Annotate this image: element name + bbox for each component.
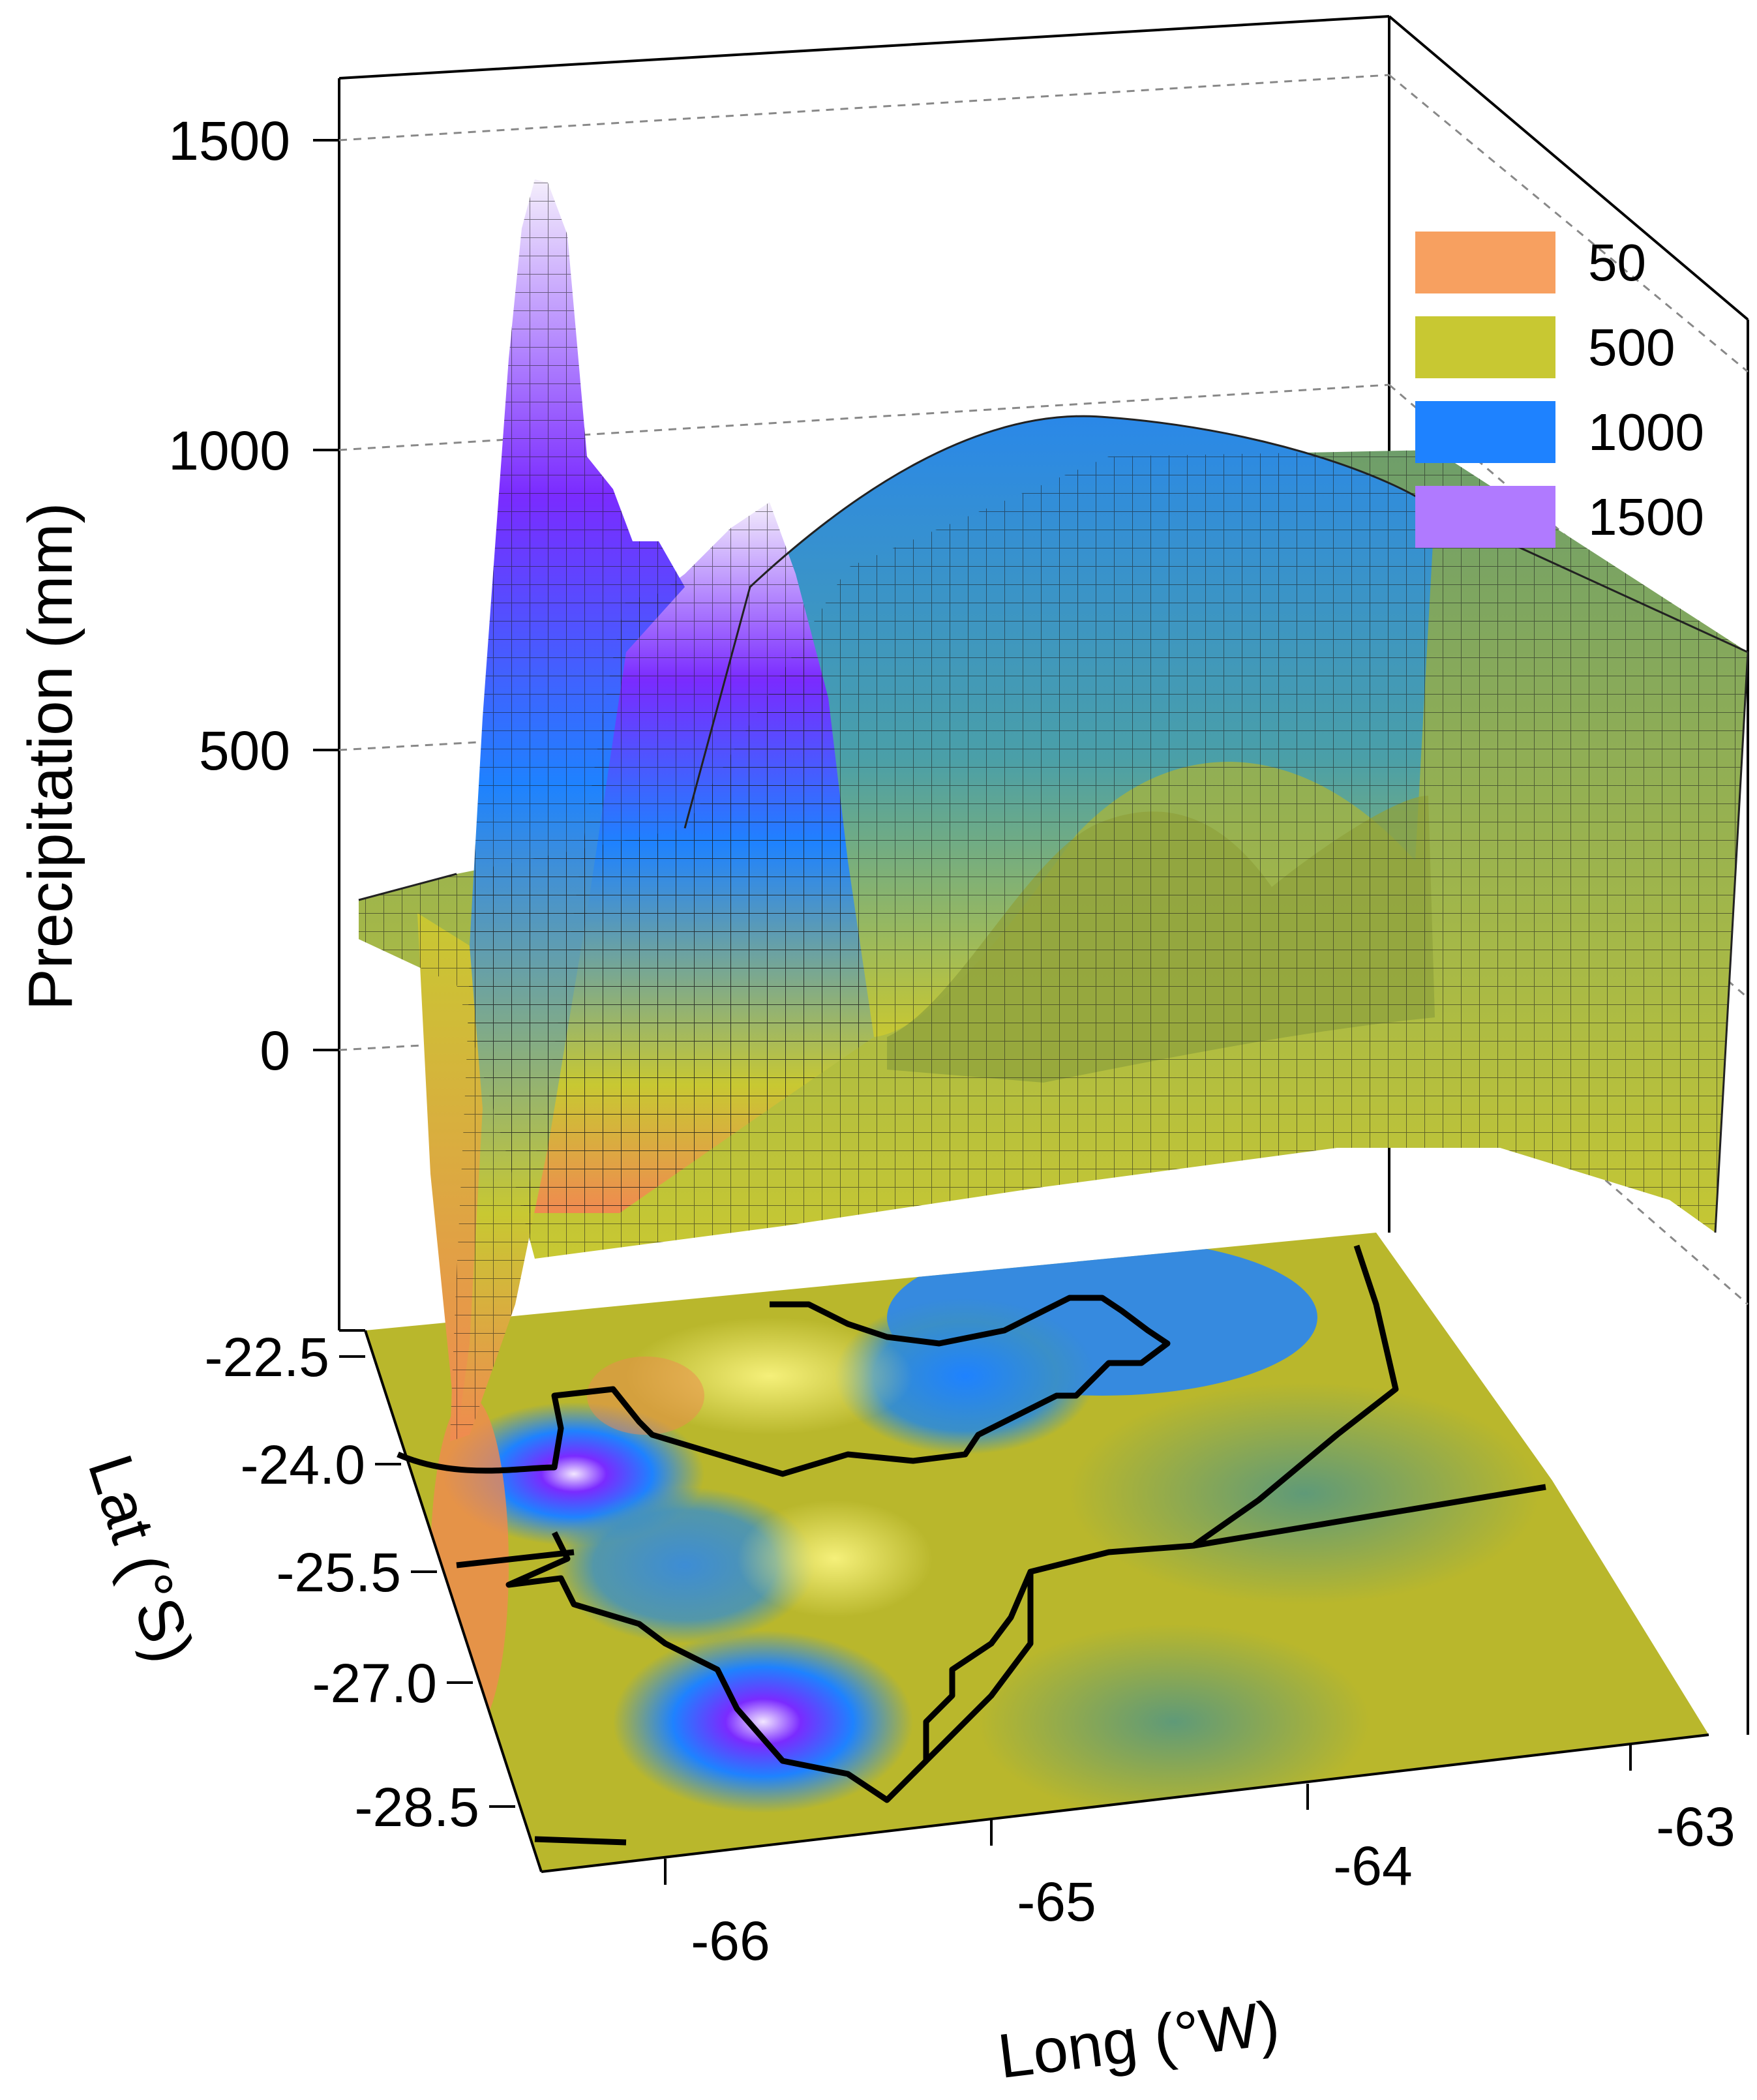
legend-swatch xyxy=(1415,486,1555,548)
x-tick-label: -66 xyxy=(691,1910,770,1972)
y-axis-ticks: -22.5 -24.0 -25.5 -27.0 -28.5 xyxy=(205,1327,515,1838)
z-tick-label: 1500 xyxy=(168,110,290,172)
legend-swatch xyxy=(1415,401,1555,463)
x-tick-label: -63 xyxy=(1656,1796,1735,1857)
y-tick-label: -22.5 xyxy=(205,1327,329,1388)
border-lines xyxy=(397,1244,1546,1846)
z-tick-label: 1000 xyxy=(168,420,290,481)
z-tick-label: 500 xyxy=(199,720,290,781)
legend-label: 500 xyxy=(1588,318,1675,376)
legend-swatch xyxy=(1415,316,1555,378)
z-axis-ticks: 1500 1000 500 0 xyxy=(168,110,339,1081)
floor-contour-map xyxy=(365,1233,1709,1872)
legend: 50 500 1000 1500 xyxy=(1415,232,1704,548)
y-tick-label: -25.5 xyxy=(277,1542,401,1603)
front-axes xyxy=(364,1330,1709,1873)
z-tick-label: 0 xyxy=(260,1020,290,1081)
x-axis-ticks: -66 -65 -64 -63 xyxy=(664,1745,1735,1972)
y-tick-label: -27.0 xyxy=(312,1653,437,1714)
legend-label: 50 xyxy=(1588,233,1646,292)
legend-label: 1500 xyxy=(1588,488,1704,546)
y-tick-label: -24.0 xyxy=(241,1434,365,1495)
y-axis-title: Lat (°S) xyxy=(75,1447,207,1671)
z-axis-title: Precipitation (mm) xyxy=(16,503,85,1011)
precipitation-surface xyxy=(358,179,1749,1441)
x-axis-title: Long (°W) xyxy=(995,1988,1284,2092)
legend-label: 1000 xyxy=(1588,403,1704,461)
x-tick-label: -65 xyxy=(1017,1871,1096,1932)
y-tick-label: -28.5 xyxy=(355,1777,479,1838)
legend-swatch xyxy=(1415,232,1555,293)
x-tick-label: -64 xyxy=(1333,1835,1412,1897)
